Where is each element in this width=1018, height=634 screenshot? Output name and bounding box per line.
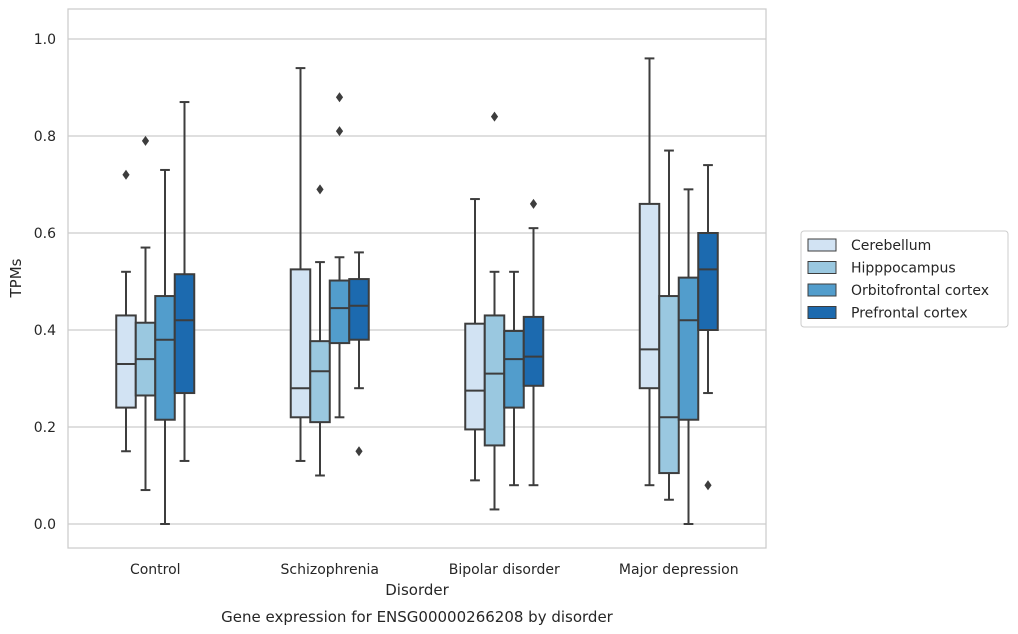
box <box>697 232 719 331</box>
y-axis-ticks: 0.0 0.2 0.4 0.6 0.8 1.0 <box>34 32 56 533</box>
y-tick-label: 0.0 <box>34 517 56 533</box>
legend-label: Hipppocampus <box>851 261 956 277</box>
box <box>503 329 525 409</box>
legend-swatch <box>807 283 837 297</box>
box <box>522 315 545 387</box>
box <box>154 295 176 421</box>
outlier-point <box>529 198 538 209</box>
outlier-point <box>704 480 712 491</box>
series-hipppocampus <box>134 111 680 511</box>
legend-item: Orbitofrontal cortex <box>807 283 989 299</box>
y-tick-label: 0.4 <box>34 323 56 339</box>
legend-item: Hipppocampus <box>807 261 956 277</box>
y-axis-label: TPMs <box>7 258 25 298</box>
outlier-point <box>316 184 324 195</box>
legend-swatch <box>807 306 837 319</box>
outlier-point <box>141 135 150 146</box>
legend: Cerebellum Hipppocampus Orbitofrontal cort… <box>800 230 1009 328</box>
box <box>677 276 700 421</box>
box <box>289 268 312 419</box>
box <box>464 322 486 431</box>
x-tick-label: Control <box>130 562 181 578</box>
x-axis-ticks: Control Schizophrenia Bipolar disorder Majo… <box>130 562 739 578</box>
x-tick-label: Bipolar disorder <box>449 562 560 578</box>
chart-caption: Gene expression for ENSG00000266208 by d… <box>221 608 614 626</box>
legend-item: Prefrontal cortex <box>807 306 968 322</box>
box <box>483 314 506 447</box>
outlier-point <box>355 446 363 457</box>
legend-swatch <box>807 261 837 274</box>
plot-frame <box>67 8 767 549</box>
legend-label: Cerebellum <box>851 238 931 254</box>
y-tick-label: 1.0 <box>34 32 56 48</box>
box <box>328 279 351 345</box>
outlier-point <box>335 126 344 137</box>
box <box>658 295 680 475</box>
series-prefrontal-cortex <box>173 101 719 491</box>
box-plot-series <box>115 57 719 525</box>
legend-frame <box>800 230 1009 328</box>
outlier-point <box>490 111 499 122</box>
outlier-point <box>122 169 130 180</box>
box <box>173 273 196 395</box>
y-tick-label: 0.2 <box>34 420 56 436</box>
x-axis-label: Disorder <box>385 581 449 599</box>
y-tick-label: 0.6 <box>34 226 56 242</box>
x-tick-label: Major depression <box>619 562 739 578</box>
box <box>638 202 661 390</box>
legend-swatch <box>807 238 837 252</box>
box <box>309 340 331 424</box>
series-orbitofrontal-cortex <box>154 92 700 525</box>
box <box>115 314 137 409</box>
x-tick-label: Schizophrenia <box>281 562 379 578</box>
outlier-point <box>335 92 344 103</box>
series-cerebellum <box>115 57 661 487</box>
box <box>348 278 370 341</box>
legend-label: Prefrontal cortex <box>851 306 968 322</box>
y-tick-label: 0.8 <box>34 129 56 145</box>
legend-label: Orbitofrontal cortex <box>851 283 989 299</box>
legend-item: Cerebellum <box>807 238 931 254</box>
